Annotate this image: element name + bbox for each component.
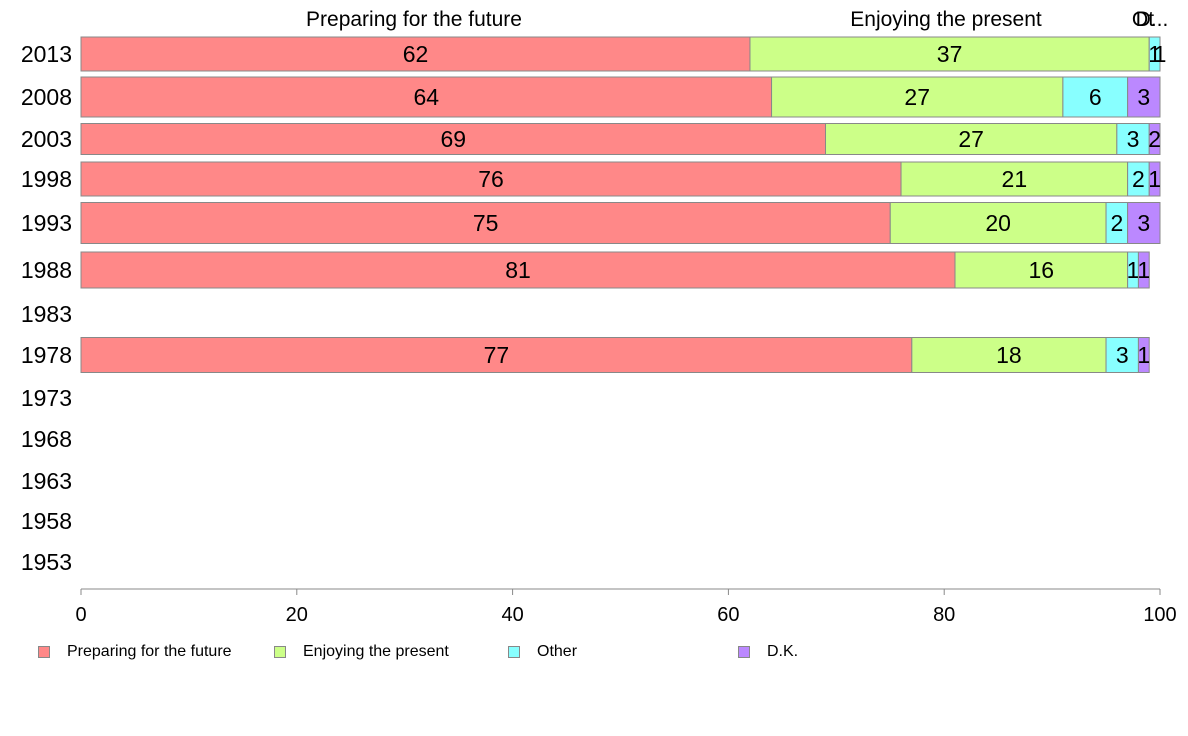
bar-value-label: 76 — [478, 166, 504, 192]
bar-value-label: 3 — [1137, 84, 1150, 110]
bar-segment — [889, 202, 1107, 244]
legend-item: Preparing for the future — [38, 643, 232, 661]
category-label: 1973 — [21, 385, 72, 411]
legend-item: Enjoying the present — [274, 643, 449, 661]
category-label: 1953 — [21, 549, 72, 575]
category-label: 1983 — [21, 301, 72, 327]
bar-value-label: 3 — [1137, 210, 1150, 236]
category-label: 1958 — [21, 508, 72, 534]
category-label: 2003 — [21, 126, 72, 152]
chart-legend: Preparing for the future Enjoying the pre… — [38, 643, 1158, 663]
bar-value-label: 2 — [1132, 166, 1145, 192]
bar-value-label: 81 — [505, 257, 531, 283]
bar-value-label: 6 — [1089, 84, 1102, 110]
bar-segment — [1137, 251, 1150, 289]
bar-segment — [1148, 161, 1161, 197]
bar-segment — [1148, 36, 1161, 72]
bar-value-label: 2 — [1110, 210, 1123, 236]
category-label: 1998 — [21, 166, 72, 192]
bar-value-label: 27 — [904, 84, 930, 110]
bar-value-label: 18 — [996, 342, 1022, 368]
bar-segment — [1127, 76, 1161, 118]
bar-segment — [954, 251, 1129, 289]
category-label: 1993 — [21, 210, 72, 236]
bar-value-label: 77 — [484, 342, 510, 368]
bar-value-label: 75 — [473, 210, 499, 236]
bar-segment — [1062, 76, 1129, 118]
bar-segment — [749, 36, 1150, 72]
bar-value-label: 2 — [1148, 126, 1161, 152]
stacked-bar-chart: Preparing for the future Enjoying the pre… — [21, 8, 1177, 626]
series-top-label: Ot — [1132, 8, 1154, 31]
bar-segment — [80, 337, 913, 373]
legend-swatch — [738, 646, 750, 658]
category-label: 1988 — [21, 257, 72, 283]
bar-segment — [900, 161, 1129, 197]
series-top-label: Enjoying the present — [850, 8, 1042, 31]
category-label: 1978 — [21, 342, 72, 368]
bar-value-label: 16 — [1029, 257, 1055, 283]
bar-value-label: 21 — [1002, 166, 1028, 192]
legend-swatch — [38, 646, 50, 658]
bar-value-label: 62 — [403, 41, 429, 67]
series-top-label: D... — [1136, 8, 1169, 31]
bar-value-label: 37 — [937, 41, 963, 67]
bar-segment — [1127, 202, 1161, 244]
category-label: 2008 — [21, 84, 72, 110]
bar-value-label: 1 — [1148, 166, 1161, 192]
bar-segment — [771, 76, 1064, 118]
category-label: 1968 — [21, 426, 72, 452]
bar-value-label: 1 — [1137, 257, 1150, 283]
legend-label: Preparing for the future — [67, 643, 232, 660]
bar-value-label: 1 — [1154, 41, 1167, 67]
bar-value-label: 3 — [1116, 342, 1129, 368]
bar-segment — [80, 161, 902, 197]
bar-value-label: 1 — [1127, 257, 1140, 283]
bar-segment — [80, 202, 891, 244]
bar-value-label: 1 — [1148, 41, 1161, 67]
bar-value-label: 27 — [958, 126, 984, 152]
x-tick-label: 20 — [286, 604, 308, 626]
bar-segment — [911, 337, 1107, 373]
legend-swatch — [508, 646, 520, 658]
bar-segment — [80, 76, 773, 118]
legend-item: D.K. — [738, 643, 798, 661]
bar-segment — [80, 123, 827, 155]
bar-segment — [1137, 337, 1150, 373]
bar-segment — [1105, 337, 1139, 373]
bar-value-label: 69 — [440, 126, 466, 152]
x-tick-label: 100 — [1143, 604, 1176, 626]
bar-segment — [80, 251, 956, 289]
bar-value-label: 3 — [1127, 126, 1140, 152]
category-label: 1963 — [21, 468, 72, 494]
x-tick-label: 0 — [75, 604, 86, 626]
x-tick-label: 80 — [933, 604, 955, 626]
legend-label: D.K. — [767, 643, 799, 660]
bar-value-label: 20 — [985, 210, 1011, 236]
bar-segment — [1116, 123, 1150, 155]
legend-item: Other — [508, 643, 577, 661]
series-top-label: Preparing for the future — [306, 8, 522, 31]
category-label: 2013 — [21, 41, 72, 67]
bar-segment — [1148, 123, 1161, 155]
bar-value-label: 1 — [1137, 342, 1150, 368]
legend-swatch — [274, 646, 286, 658]
bar-value-label: 64 — [413, 84, 439, 110]
legend-label: Other — [537, 643, 578, 660]
x-tick-label: 40 — [501, 604, 523, 626]
legend-label: Enjoying the present — [303, 643, 449, 660]
x-tick-label: 60 — [717, 604, 739, 626]
